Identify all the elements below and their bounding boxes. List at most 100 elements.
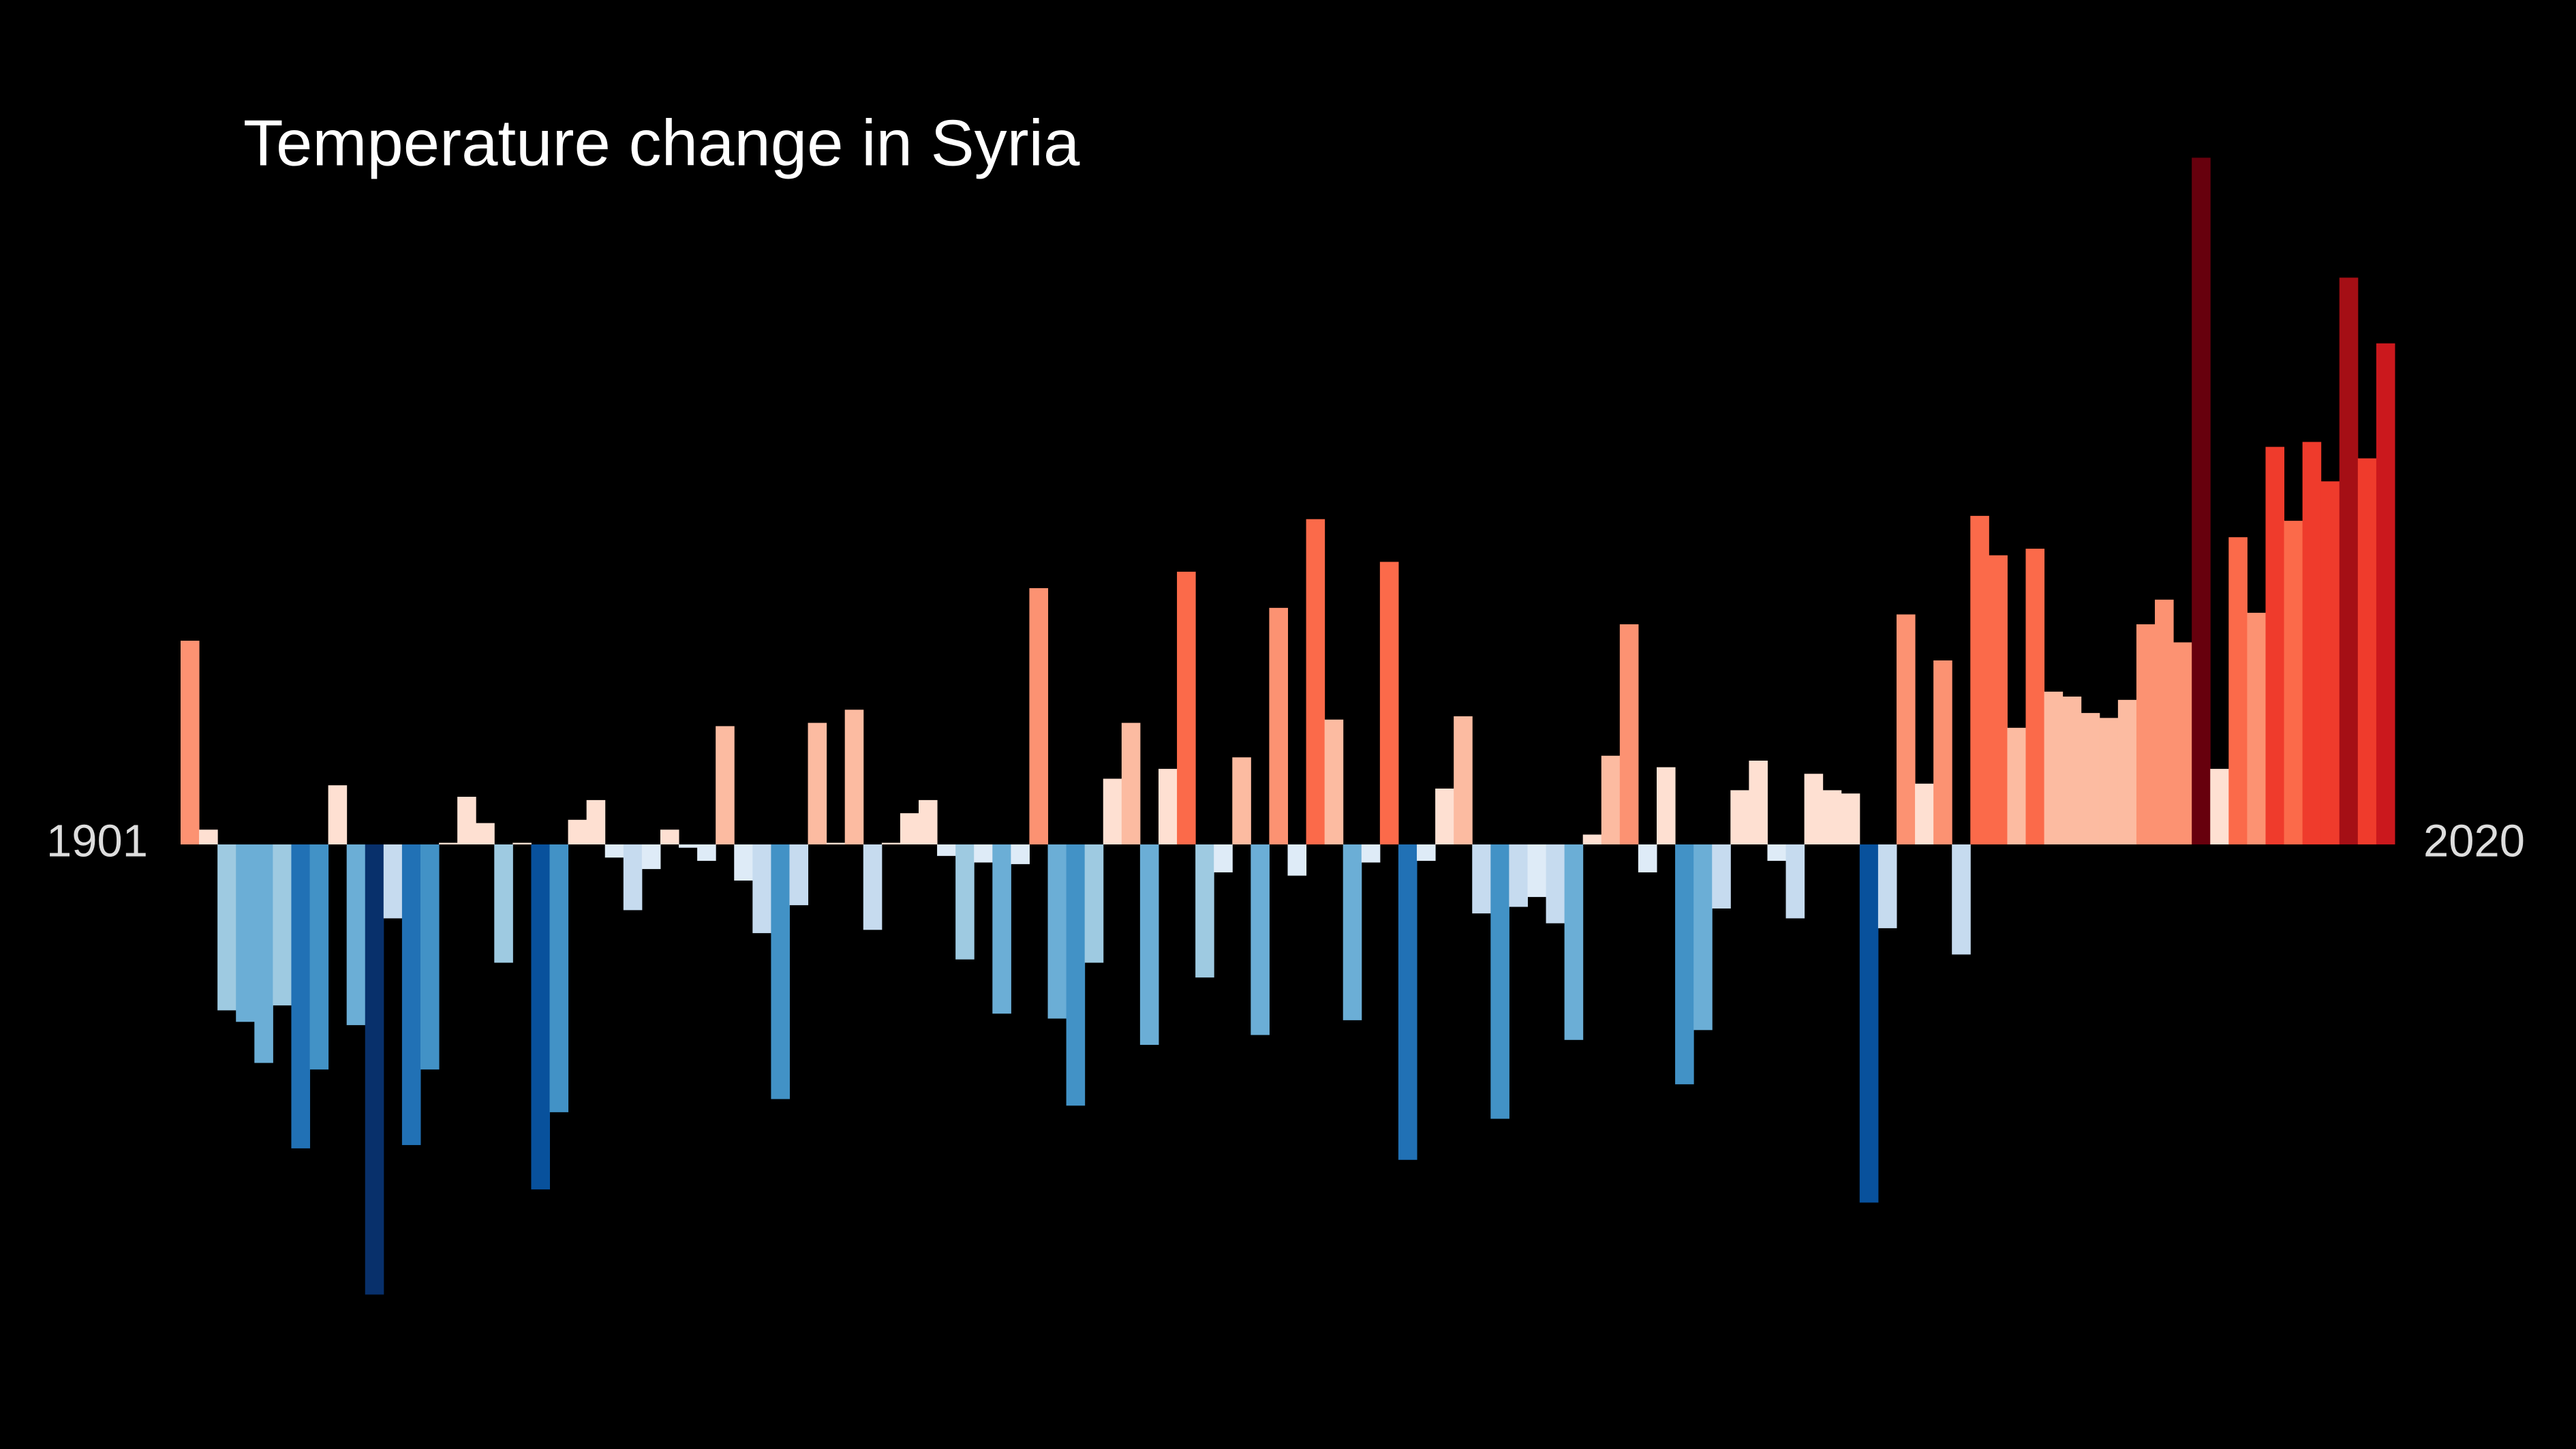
bar [2099, 718, 2119, 844]
bar [2210, 769, 2229, 844]
bar [1398, 844, 1417, 1160]
bar [1804, 774, 1824, 844]
bar [254, 844, 273, 1063]
bar [1970, 515, 1989, 844]
bar [586, 799, 606, 844]
bar [1269, 607, 1288, 844]
bar [1915, 783, 1934, 844]
bar [2228, 537, 2248, 844]
bar [716, 726, 735, 844]
bar [1287, 844, 1307, 876]
bar [217, 844, 236, 1011]
bar [734, 844, 753, 881]
bar [2265, 446, 2285, 844]
bar [919, 799, 938, 844]
bar [291, 844, 311, 1148]
bar [1490, 844, 1509, 1119]
bar [1139, 844, 1159, 1046]
bar [2357, 458, 2377, 844]
bar [1785, 844, 1805, 919]
bar [2007, 727, 2026, 844]
bar [1047, 844, 1067, 1019]
bar [2192, 157, 2211, 844]
bar [181, 641, 200, 844]
bar [1767, 844, 1787, 861]
bar [1989, 555, 2008, 844]
bar [1859, 844, 1879, 1203]
bar [1712, 844, 1731, 909]
bar [1177, 571, 1196, 844]
bar [2320, 481, 2340, 844]
bar [1232, 757, 1251, 844]
bar [549, 844, 569, 1112]
bar [2339, 277, 2359, 844]
bar [1730, 790, 1749, 844]
bar [309, 844, 329, 1070]
bar [1121, 722, 1141, 844]
bar [679, 844, 698, 848]
bar [1343, 844, 1362, 1020]
bar [1066, 844, 1086, 1106]
bar [328, 785, 348, 844]
bar [1952, 844, 1971, 955]
bar [1029, 588, 1049, 844]
bar [494, 844, 513, 963]
bar [1675, 844, 1694, 1084]
bar [1749, 761, 1768, 844]
bar [992, 844, 1011, 1014]
bar [1619, 624, 1639, 844]
bar [1582, 834, 1602, 844]
bar [1011, 844, 1030, 864]
bar [974, 844, 993, 863]
bar [1822, 790, 1842, 844]
bar [2117, 699, 2137, 844]
bar [383, 844, 403, 919]
bar [568, 819, 587, 844]
bar [401, 844, 421, 1146]
bar [365, 844, 384, 1295]
bar [1638, 844, 1657, 872]
bar [826, 842, 846, 844]
bar [752, 844, 771, 934]
bar [199, 829, 218, 844]
bar [1214, 844, 1233, 872]
bar [2302, 442, 2322, 844]
bar [789, 844, 809, 906]
bar [604, 844, 624, 858]
bar [1564, 844, 1584, 1040]
bar [273, 844, 292, 1006]
bar [1472, 844, 1491, 914]
bar [476, 823, 495, 844]
bar [623, 844, 643, 911]
bar [1417, 844, 1436, 861]
bar [1693, 844, 1713, 1031]
bar [2155, 599, 2174, 844]
bar [2025, 549, 2045, 844]
bar [346, 844, 366, 1026]
bar [1527, 844, 1547, 898]
chart-title: Temperature change in Syria [243, 106, 1080, 179]
bar [2081, 713, 2100, 844]
bar [2062, 697, 2082, 844]
bar [1546, 844, 1565, 924]
bar [1103, 778, 1122, 844]
bar [512, 842, 532, 844]
bar [881, 842, 901, 844]
bar [1195, 844, 1214, 978]
bar [955, 844, 975, 960]
bar [1933, 660, 1952, 844]
bar [1841, 793, 1860, 844]
bar [771, 844, 790, 1099]
bar [1361, 844, 1381, 863]
bar [1306, 519, 1325, 844]
bar [1158, 769, 1178, 844]
bar [1601, 755, 1621, 844]
x-tick-label: 2020 [2423, 816, 2525, 867]
bar [420, 844, 440, 1070]
bar [900, 813, 919, 844]
bar [2044, 691, 2064, 844]
bar [1657, 767, 1676, 844]
bar [1251, 844, 1270, 1035]
